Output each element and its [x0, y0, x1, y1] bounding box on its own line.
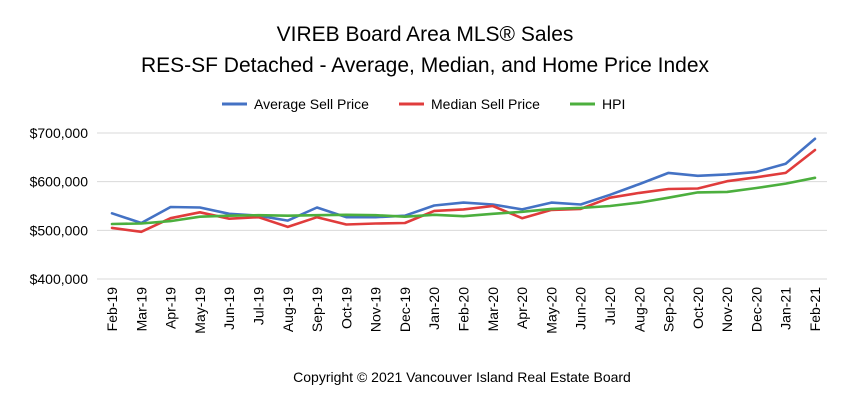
x-tick-label: Feb-19 [104, 287, 120, 332]
series-line-hpi [110, 176, 817, 226]
x-tick-label: Nov-20 [719, 287, 735, 332]
x-tick-label: Apr-19 [163, 287, 179, 329]
legend-label-median: Median Sell Price [431, 96, 540, 112]
y-axis: $400,000 $500,000 $600,000 $700,000 [30, 125, 89, 287]
legend-label-hpi: HPI [602, 96, 625, 112]
x-tick-label: Feb-20 [456, 287, 472, 332]
x-tick-label: May-20 [543, 287, 559, 334]
copyright-footer: Copyright © 2021 Vancouver Island Real E… [293, 369, 631, 385]
legend-entry-average: Average Sell Price [222, 96, 369, 112]
x-tick-label: Jul-20 [602, 287, 618, 325]
chart-title-line-1: VIREB Board Area MLS® Sales [277, 23, 574, 46]
y-tick-label: $700,000 [30, 125, 89, 141]
x-tick-label: Dec-19 [397, 287, 413, 332]
x-tick-label: Sep-20 [661, 287, 677, 332]
legend-entry-median: Median Sell Price [399, 96, 540, 112]
x-tick-label: Mar-19 [133, 287, 149, 332]
x-tick-label: Jan-20 [426, 287, 442, 330]
chart-title-line-2: RES-SF Detached - Average, Median, and H… [141, 54, 710, 77]
legend: Average Sell Price Median Sell Price HPI [222, 96, 625, 112]
y-tick-label: $600,000 [30, 174, 89, 190]
legend-entry-hpi: HPI [570, 96, 625, 112]
x-tick-label: Dec-20 [748, 287, 764, 332]
series-lines [110, 137, 817, 234]
x-tick-label: Jun-20 [573, 287, 589, 330]
x-tick-label: May-19 [192, 287, 208, 334]
x-tick-label: Feb-21 [807, 287, 823, 332]
x-tick-label: Oct-20 [690, 287, 706, 329]
y-tick-label: $500,000 [30, 222, 89, 238]
x-tick-label: Oct-19 [338, 287, 354, 329]
x-tick-label: Jan-21 [778, 287, 794, 330]
series-line-median-sell-price [110, 148, 817, 234]
x-tick-label: Aug-19 [280, 287, 296, 332]
x-tick-label: Jul-19 [250, 287, 266, 325]
legend-label-average: Average Sell Price [254, 96, 369, 112]
series-line-average-sell-price [110, 137, 817, 225]
y-tick-label: $400,000 [30, 271, 89, 287]
x-tick-label: Sep-19 [309, 287, 325, 332]
x-tick-label: Apr-20 [514, 287, 530, 329]
x-tick-label: Mar-20 [485, 287, 501, 332]
gridlines [97, 132, 827, 280]
x-axis: Feb-19 Mar-19 Apr-19 May-19 Jun-19 Jul-19 Aug-… [104, 287, 823, 334]
x-tick-label: Nov-19 [368, 287, 384, 332]
x-tick-label: Aug-20 [631, 287, 647, 332]
x-tick-label: Jun-19 [221, 287, 237, 330]
